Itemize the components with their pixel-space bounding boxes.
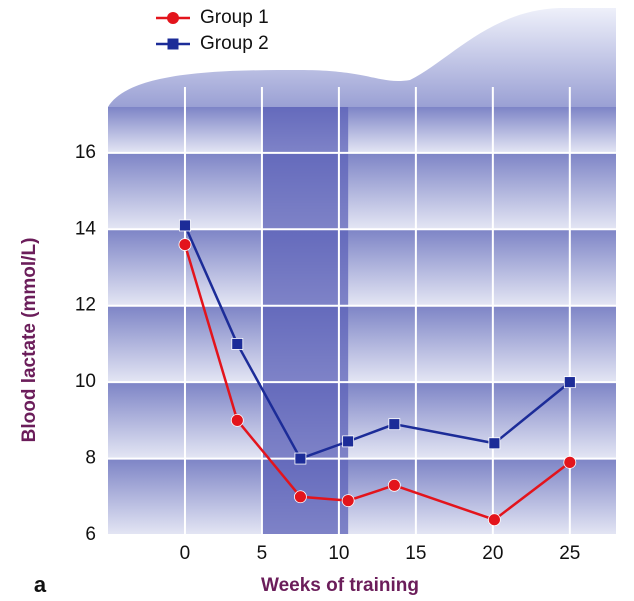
legend-label: Group 1 [200,7,269,28]
y-tick-label: 16 [75,142,96,163]
x-tick-label: 20 [482,543,503,564]
y-tick-label: 12 [75,295,96,316]
marker [231,414,243,426]
x-tick-label: 15 [405,543,426,564]
y-tick-label: 10 [75,371,96,392]
marker [295,453,306,464]
marker [168,39,179,50]
panel-label: a [34,572,47,597]
marker [232,338,243,349]
marker [294,491,306,503]
x-tick-label: 25 [559,543,580,564]
marker [389,419,400,430]
marker [564,456,576,468]
x-tick-label: 10 [328,543,349,564]
marker [564,377,575,388]
x-tick-label: 0 [180,543,191,564]
marker [488,514,500,526]
marker [489,438,500,449]
marker [342,495,354,507]
marker [167,12,179,24]
marker [388,479,400,491]
page: {"chart_data": {"type": "line", "x_label… [0,0,634,601]
x-axis-label: Weeks of training [261,575,419,596]
y-tick-label: 8 [85,448,96,469]
highlight-region [262,107,348,535]
marker [179,220,190,231]
y-tick-label: 6 [85,524,96,545]
marker [179,239,191,251]
y-tick-label: 14 [75,218,97,239]
chart: 6 8 10 12 14 16 0 5 10 15 20 25 Group 1 Group 2 Bloo… [0,0,634,601]
x-tick-label: 5 [257,543,268,564]
marker [343,436,354,447]
y-axis-label: Blood lactate (mmol/L) [19,238,40,443]
legend-label: Group 2 [200,33,269,54]
